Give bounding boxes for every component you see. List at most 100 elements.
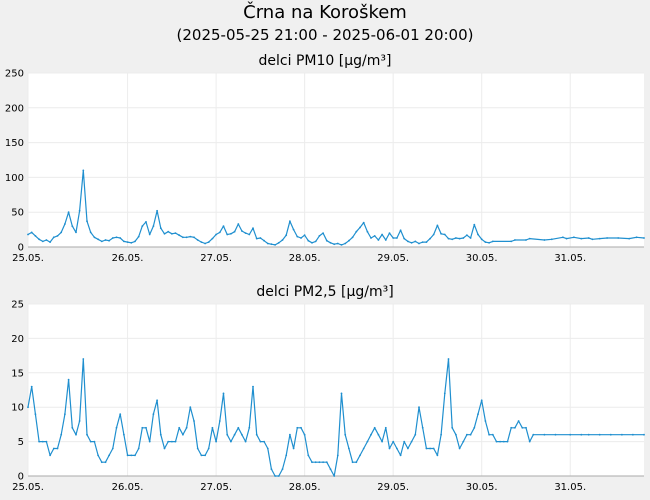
data-point bbox=[455, 433, 457, 436]
data-point bbox=[89, 231, 92, 234]
data-point bbox=[156, 399, 159, 402]
data-point bbox=[108, 239, 110, 242]
data-point bbox=[75, 433, 77, 436]
data-point bbox=[333, 243, 336, 246]
data-point bbox=[34, 235, 37, 237]
data-point bbox=[606, 237, 608, 239]
data-point bbox=[145, 426, 147, 429]
data-point bbox=[587, 237, 590, 239]
data-point bbox=[436, 454, 439, 457]
data-point bbox=[93, 440, 96, 443]
data-point bbox=[93, 236, 96, 239]
data-point bbox=[277, 475, 280, 477]
data-point bbox=[514, 426, 516, 429]
data-point bbox=[270, 468, 273, 470]
data-point bbox=[226, 433, 229, 436]
data-point bbox=[311, 461, 313, 464]
data-point bbox=[207, 241, 210, 244]
data-point bbox=[115, 426, 118, 429]
data-point bbox=[255, 433, 258, 436]
data-point bbox=[506, 440, 509, 443]
data-point bbox=[45, 239, 48, 241]
data-point bbox=[189, 235, 192, 238]
data-point bbox=[455, 237, 457, 239]
data-point bbox=[137, 447, 140, 450]
data-point bbox=[274, 475, 276, 477]
data-point bbox=[462, 237, 465, 239]
data-point bbox=[78, 420, 81, 422]
data-point bbox=[499, 440, 501, 443]
data-point bbox=[580, 433, 583, 436]
data-point bbox=[67, 211, 70, 214]
data-point bbox=[30, 385, 33, 388]
data-point bbox=[440, 433, 442, 436]
data-point bbox=[71, 426, 74, 429]
data-point bbox=[488, 433, 490, 436]
data-point bbox=[484, 241, 487, 244]
data-point bbox=[488, 241, 490, 244]
data-point bbox=[370, 237, 372, 239]
data-point bbox=[104, 461, 107, 464]
data-point bbox=[104, 239, 107, 241]
data-point bbox=[67, 378, 70, 381]
data-point bbox=[396, 237, 398, 239]
data-point bbox=[182, 433, 184, 436]
data-point bbox=[477, 413, 479, 415]
data-point bbox=[34, 413, 37, 415]
data-point bbox=[392, 440, 395, 443]
data-point bbox=[510, 240, 513, 243]
data-point bbox=[458, 447, 461, 450]
data-point bbox=[196, 447, 199, 450]
data-point bbox=[502, 440, 505, 443]
data-point bbox=[64, 223, 66, 225]
data-point bbox=[296, 235, 299, 238]
data-point bbox=[336, 454, 339, 457]
data-point bbox=[514, 239, 516, 241]
data-point bbox=[359, 454, 361, 457]
data-point bbox=[259, 237, 262, 239]
data-point bbox=[436, 224, 439, 227]
data-point bbox=[381, 440, 383, 443]
data-point bbox=[218, 231, 221, 234]
data-point bbox=[432, 447, 435, 450]
data-point bbox=[189, 406, 192, 409]
data-point bbox=[233, 230, 236, 233]
data-point bbox=[543, 239, 546, 241]
data-point bbox=[300, 237, 302, 239]
data-point bbox=[348, 239, 350, 242]
data-point bbox=[322, 232, 324, 235]
data-point bbox=[598, 237, 601, 240]
plot-area bbox=[28, 304, 644, 476]
data-point bbox=[466, 234, 468, 237]
y-tick-label: 20 bbox=[11, 334, 24, 345]
data-point bbox=[632, 433, 634, 436]
data-point bbox=[554, 433, 557, 436]
page-subtitle: (2025-05-25 21:00 - 2025-06-01 20:00) bbox=[176, 26, 474, 44]
data-point bbox=[591, 238, 594, 241]
data-point bbox=[307, 454, 310, 457]
data-point bbox=[27, 233, 29, 236]
data-point bbox=[340, 392, 343, 395]
data-point bbox=[152, 225, 155, 228]
data-point bbox=[233, 433, 236, 436]
data-point bbox=[528, 440, 531, 443]
data-point bbox=[215, 233, 218, 236]
series-line-pm25 bbox=[27, 358, 644, 477]
data-point bbox=[351, 236, 354, 239]
x-tick-label: 25.05. bbox=[12, 253, 44, 264]
x-tick-label: 31.05. bbox=[554, 482, 586, 493]
data-point bbox=[252, 227, 254, 230]
data-point bbox=[410, 241, 413, 244]
data-point bbox=[185, 236, 188, 239]
data-point bbox=[381, 233, 383, 236]
data-point bbox=[285, 454, 288, 457]
data-point bbox=[178, 426, 181, 429]
data-point bbox=[237, 223, 240, 225]
data-point bbox=[325, 239, 328, 242]
data-point bbox=[473, 426, 476, 429]
data-point bbox=[407, 240, 409, 243]
data-point bbox=[141, 225, 144, 228]
data-point bbox=[89, 440, 92, 443]
data-point bbox=[307, 239, 310, 242]
data-point bbox=[159, 227, 162, 230]
